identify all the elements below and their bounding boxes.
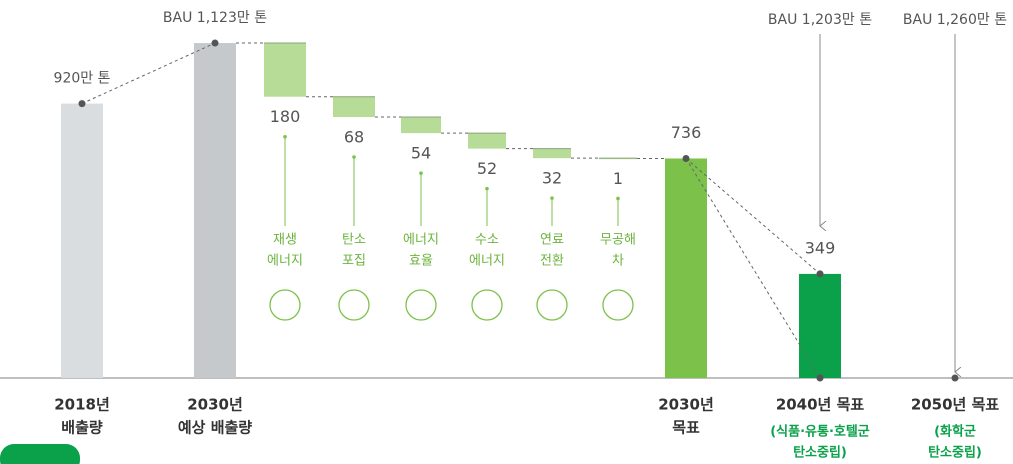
category-label: 2040년 목표 (776, 396, 865, 414)
bau-label: BAU 1,260만 톤 (903, 12, 1007, 28)
value-label: 54 (411, 144, 431, 163)
base-dot (951, 374, 959, 382)
value-label: 180 (270, 107, 301, 126)
bar (194, 43, 236, 379)
bar (264, 43, 306, 97)
category-label: 에너지 (469, 254, 505, 269)
category-label: 목표 (672, 419, 700, 437)
top-dot (682, 154, 690, 162)
value-label: 1 (613, 169, 623, 188)
connector (81, 42, 216, 105)
base-dot (816, 374, 824, 382)
bau-label: BAU 1,203만 톤 (768, 12, 872, 28)
icon (405, 289, 437, 321)
target-note: (식품·유통·호텔군 (770, 424, 870, 440)
target-note: 탄소중립) (793, 445, 847, 461)
category-label: 무공해 (600, 233, 636, 248)
category-label: 전환 (540, 254, 564, 269)
top-dot (816, 270, 824, 278)
category-label: 에너지 (403, 233, 439, 248)
target-note: (화학군 (934, 424, 976, 440)
icon (536, 289, 568, 321)
top-dot (78, 100, 86, 108)
bar (333, 96, 375, 118)
category-label: 차 (612, 254, 624, 269)
category-label: 2018년 (54, 396, 110, 414)
tab-pill (0, 444, 80, 464)
icon (269, 289, 301, 321)
value-label: 920만 톤 (54, 71, 111, 87)
category-label: 재생 (273, 233, 297, 248)
connector (685, 158, 821, 379)
bar (401, 117, 441, 134)
category-label: 연료 (540, 233, 564, 248)
target-note: 탄소중립) (928, 445, 982, 461)
category-label: 2030년 (187, 396, 243, 414)
icon (338, 289, 370, 321)
category-label: 수소 (475, 233, 499, 248)
icon (471, 289, 503, 321)
bar (468, 133, 506, 149)
value-label: 68 (344, 128, 364, 147)
icon (602, 289, 634, 321)
value-label: 52 (477, 159, 497, 178)
bar (665, 158, 707, 378)
bar (61, 103, 103, 378)
category-label: 탄소 (342, 233, 366, 248)
category-label: 예상 배출량 (178, 419, 252, 437)
bar (533, 148, 571, 159)
value-label: 32 (542, 169, 562, 188)
category-label: 2030년 (658, 396, 714, 414)
category-label: 에너지 (267, 254, 303, 269)
category-label: 배출량 (61, 419, 103, 437)
value-label: BAU 1,123만 톤 (163, 10, 267, 26)
value-label: 736 (671, 123, 702, 142)
value-label: 349 (805, 238, 836, 257)
bar (799, 273, 841, 378)
category-label: 포집 (342, 254, 366, 269)
category-label: 효율 (409, 254, 433, 269)
category-label: 2050년 목표 (911, 396, 1000, 414)
top-dot (211, 39, 219, 47)
